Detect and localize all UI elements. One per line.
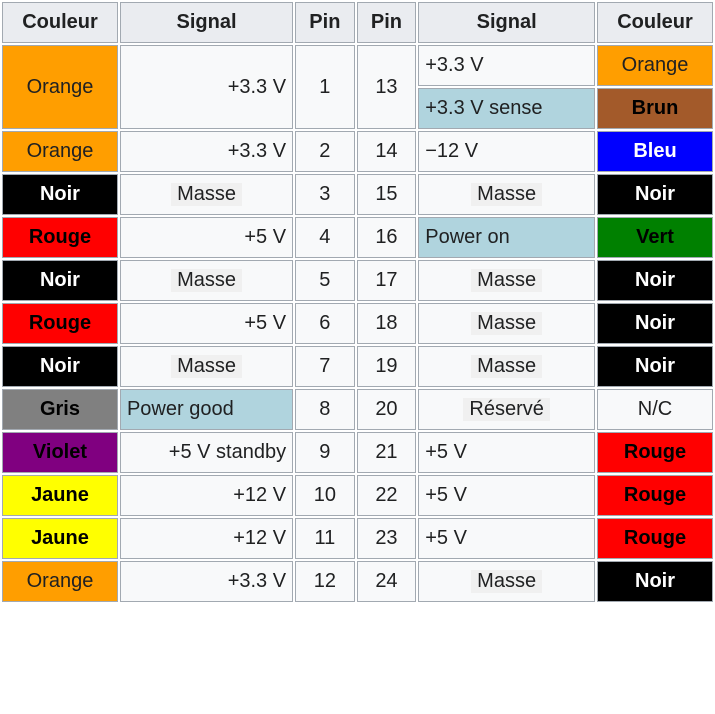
signal-cell: Masse bbox=[418, 260, 595, 301]
signal-cell: Masse bbox=[120, 346, 293, 387]
table-row: GrisPower good820RéservéN/C bbox=[2, 389, 713, 430]
pin-cell: 10 bbox=[295, 475, 355, 516]
pin-cell: 24 bbox=[357, 561, 417, 602]
pin-cell: 23 bbox=[357, 518, 417, 559]
table-row: Rouge+5 V416Power onVert bbox=[2, 217, 713, 258]
color-cell: Rouge bbox=[597, 518, 713, 559]
table-row: NoirMasse719MasseNoir bbox=[2, 346, 713, 387]
signal-cell: +5 V bbox=[418, 475, 595, 516]
color-cell: Jaune bbox=[2, 475, 118, 516]
table-body: Orange+3.3 V113+3.3 VOrange+3.3 V senseB… bbox=[2, 45, 713, 602]
signal-cell: +5 V bbox=[418, 432, 595, 473]
color-cell: Noir bbox=[597, 561, 713, 602]
signal-cell: Power on bbox=[418, 217, 595, 258]
signal-cell: Masse bbox=[120, 260, 293, 301]
table-row: NoirMasse315MasseNoir bbox=[2, 174, 713, 215]
color-cell: Jaune bbox=[2, 518, 118, 559]
signal-cell: Power good bbox=[120, 389, 293, 430]
color-cell: Noir bbox=[2, 346, 118, 387]
pin-cell: 3 bbox=[295, 174, 355, 215]
table-row: NoirMasse517MasseNoir bbox=[2, 260, 713, 301]
atx-pinout-table: Couleur Signal Pin Pin Signal Couleur Or… bbox=[0, 0, 715, 604]
pin-cell: 1 bbox=[295, 45, 355, 129]
signal-cell: +12 V bbox=[120, 475, 293, 516]
table-header: Couleur Signal Pin Pin Signal Couleur bbox=[2, 2, 713, 43]
pin-cell: 20 bbox=[357, 389, 417, 430]
header-couleur-left: Couleur bbox=[2, 2, 118, 43]
color-cell: Bleu bbox=[597, 131, 713, 172]
header-pin-left: Pin bbox=[295, 2, 355, 43]
signal-cell: +5 V bbox=[120, 217, 293, 258]
signal-cell: Masse bbox=[418, 174, 595, 215]
color-cell: Orange bbox=[2, 45, 118, 129]
signal-cell: +12 V bbox=[120, 518, 293, 559]
signal-cell: +5 V bbox=[120, 303, 293, 344]
color-cell: Rouge bbox=[597, 475, 713, 516]
signal-cell: Masse bbox=[120, 174, 293, 215]
pin-cell: 15 bbox=[357, 174, 417, 215]
pin-cell: 8 bbox=[295, 389, 355, 430]
signal-cell: +5 V bbox=[418, 518, 595, 559]
pin-cell: 5 bbox=[295, 260, 355, 301]
signal-cell: +3.3 V sense bbox=[418, 88, 595, 129]
color-cell: Orange bbox=[2, 561, 118, 602]
color-cell: Noir bbox=[2, 174, 118, 215]
color-cell: Noir bbox=[2, 260, 118, 301]
table-row: Orange+3.3 V1224MasseNoir bbox=[2, 561, 713, 602]
header-pin-right: Pin bbox=[357, 2, 417, 43]
pin-cell: 14 bbox=[357, 131, 417, 172]
pin-cell: 18 bbox=[357, 303, 417, 344]
pin-cell: 13 bbox=[357, 45, 417, 129]
color-cell: Rouge bbox=[2, 217, 118, 258]
signal-cell: +5 V standby bbox=[120, 432, 293, 473]
table-row: Orange+3.3 V214−12 VBleu bbox=[2, 131, 713, 172]
signal-cell: +3.3 V bbox=[120, 131, 293, 172]
table-row: Violet+5 V standby921+5 VRouge bbox=[2, 432, 713, 473]
color-cell: Rouge bbox=[2, 303, 118, 344]
pin-cell: 17 bbox=[357, 260, 417, 301]
pin-cell: 22 bbox=[357, 475, 417, 516]
pin-cell: 19 bbox=[357, 346, 417, 387]
pin-cell: 7 bbox=[295, 346, 355, 387]
color-cell: Noir bbox=[597, 346, 713, 387]
color-cell: Orange bbox=[597, 45, 713, 86]
header-signal-right: Signal bbox=[418, 2, 595, 43]
color-cell: Noir bbox=[597, 260, 713, 301]
signal-cell: +3.3 V bbox=[120, 561, 293, 602]
color-cell: Noir bbox=[597, 174, 713, 215]
signal-cell: Masse bbox=[418, 303, 595, 344]
signal-cell: Masse bbox=[418, 346, 595, 387]
color-cell: Gris bbox=[2, 389, 118, 430]
pin-cell: 16 bbox=[357, 217, 417, 258]
color-cell: Violet bbox=[2, 432, 118, 473]
pin-cell: 21 bbox=[357, 432, 417, 473]
table-row: Jaune+12 V1123+5 VRouge bbox=[2, 518, 713, 559]
table-row: Jaune+12 V1022+5 VRouge bbox=[2, 475, 713, 516]
header-couleur-right: Couleur bbox=[597, 2, 713, 43]
signal-cell: Masse bbox=[418, 561, 595, 602]
color-cell: Noir bbox=[597, 303, 713, 344]
signal-cell: −12 V bbox=[418, 131, 595, 172]
header-signal-left: Signal bbox=[120, 2, 293, 43]
table-row: Rouge+5 V618MasseNoir bbox=[2, 303, 713, 344]
pin-cell: 6 bbox=[295, 303, 355, 344]
pin-cell: 11 bbox=[295, 518, 355, 559]
pin-cell: 2 bbox=[295, 131, 355, 172]
pin-cell: 9 bbox=[295, 432, 355, 473]
color-cell: Brun bbox=[597, 88, 713, 129]
signal-cell: +3.3 V bbox=[120, 45, 293, 129]
color-cell: Orange bbox=[2, 131, 118, 172]
table-row: Orange+3.3 V113+3.3 VOrange bbox=[2, 45, 713, 86]
color-cell: Vert bbox=[597, 217, 713, 258]
pin-cell: 4 bbox=[295, 217, 355, 258]
signal-cell: Réservé bbox=[418, 389, 595, 430]
signal-cell: +3.3 V bbox=[418, 45, 595, 86]
pin-cell: 12 bbox=[295, 561, 355, 602]
color-cell: Rouge bbox=[597, 432, 713, 473]
color-cell: N/C bbox=[597, 389, 713, 430]
